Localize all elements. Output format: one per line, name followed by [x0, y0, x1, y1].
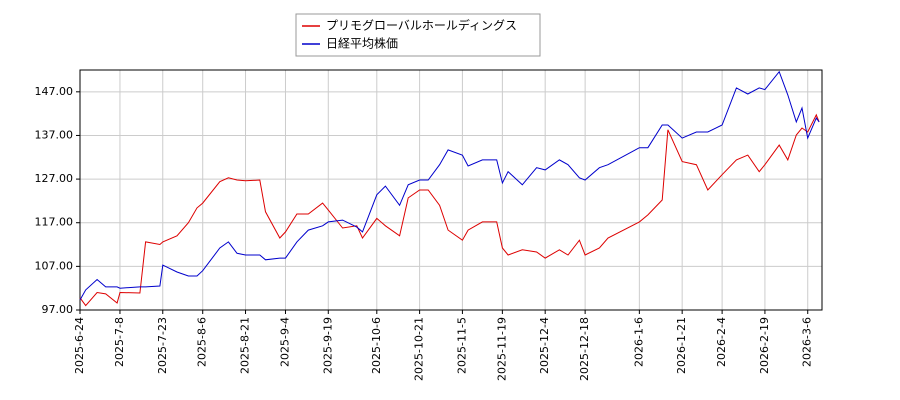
x-tick-label: 2025-11-5: [455, 317, 468, 374]
x-tick-label: 2025-12-18: [578, 317, 591, 381]
legend-label: プリモグローバルホールディングス: [326, 18, 517, 33]
x-tick-label: 2025-11-19: [495, 317, 508, 381]
x-tick-label: 2026-3-6: [801, 317, 814, 367]
y-tick-label: 97.00: [42, 303, 74, 316]
x-tick-label: 2025-10-6: [370, 317, 383, 374]
x-tick-label: 2026-2-19: [758, 317, 771, 374]
y-tick-label: 127.00: [35, 172, 74, 185]
y-tick-label: 137.00: [35, 128, 74, 141]
x-tick-label: 2025-8-6: [196, 317, 209, 367]
x-tick-label: 2026-1-6: [632, 317, 645, 367]
x-tick-label: 2025-6-24: [73, 317, 86, 374]
x-tick-label: 2025-7-23: [156, 317, 169, 374]
x-tick-label: 2025-10-21: [413, 317, 426, 381]
x-tick-label: 2026-1-21: [675, 317, 688, 374]
plot-area: [80, 70, 822, 310]
y-tick-label: 147.00: [35, 85, 74, 98]
x-tick-label: 2025-7-8: [113, 317, 126, 367]
x-tick-label: 2025-8-21: [239, 317, 252, 374]
x-tick-label: 2025-12-4: [538, 317, 551, 374]
y-tick-label: 117.00: [35, 216, 74, 229]
x-tick-label: 2026-2-4: [715, 317, 728, 367]
x-tick-label: 2025-9-4: [278, 317, 291, 367]
plot-frame: [79, 69, 823, 311]
legend-label: 日経平均株価: [326, 36, 398, 51]
series-line: [79, 70, 820, 301]
y-tick-label: 107.00: [35, 259, 74, 272]
x-tick-label: 2025-9-19: [321, 317, 334, 374]
legend-box: [295, 13, 541, 57]
series-line: [79, 113, 820, 307]
